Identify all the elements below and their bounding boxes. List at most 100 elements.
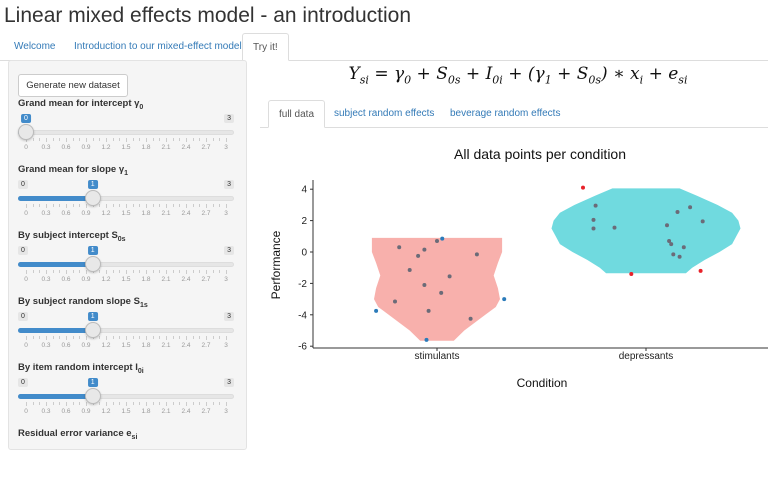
slider-tick: [106, 336, 107, 340]
data-point: [468, 316, 473, 321]
slider-tick: [186, 138, 187, 142]
tab-subject-random-effects[interactable]: subject random effects: [334, 108, 435, 119]
tab-full-data[interactable]: full data: [268, 100, 326, 128]
slider-tick: [139, 402, 141, 405]
slider-handle[interactable]: [84, 256, 101, 272]
slider-tick: [139, 138, 141, 141]
slider-tick: [166, 204, 167, 208]
slider-tick: [146, 270, 147, 274]
slider-max: 3: [224, 114, 234, 123]
slider-tick: [186, 402, 187, 406]
slider-tick: [206, 270, 207, 274]
slider-tick-label: 0.3: [41, 210, 51, 217]
slider-tick-label: 2.7: [201, 408, 211, 415]
slider-tick: [206, 204, 207, 208]
slider-tick-label: 0.3: [41, 144, 51, 151]
x-tick-label: stimulants: [414, 351, 459, 362]
slider-tick: [192, 138, 194, 141]
slider-min: 0: [18, 378, 28, 387]
data-point: [426, 308, 431, 313]
slider-label-text: Residual error variance e: [18, 428, 132, 439]
slider-tick: [139, 336, 141, 339]
formula-subscript: 0s: [588, 73, 602, 87]
slider-tick: [219, 402, 221, 405]
violin-chart: 4 2 0 -2 -4 -6 stimulants depressants Condition P…: [269, 180, 768, 390]
slider-tick-label: 1.8: [141, 276, 151, 283]
slider-tick-label: 2.7: [201, 210, 211, 217]
data-point: [374, 308, 379, 313]
generate-new-dataset-button[interactable]: Generate new dataset: [18, 74, 128, 97]
tab-introduction[interactable]: Introduction to our mixed-effect model: [74, 41, 242, 52]
slider-tick: [66, 204, 67, 208]
slider-tick: [46, 204, 47, 208]
slider-tick: [79, 270, 81, 273]
slider-label-subscript: 1: [124, 169, 129, 177]
slider-label-text: By subject random slope S: [18, 296, 140, 307]
slider-tick: [192, 270, 194, 273]
slider-tick: [99, 138, 101, 141]
slider-handle[interactable]: [84, 322, 101, 338]
formula-term: = γ: [368, 64, 405, 84]
slider-tick: [166, 402, 167, 406]
data-point: [422, 282, 427, 287]
slider-tick: [79, 204, 81, 207]
slider-handle[interactable]: [84, 388, 101, 404]
slider-handle[interactable]: [18, 124, 34, 140]
data-point: [677, 254, 682, 259]
data-point: [698, 268, 703, 273]
main-tabs: Welcome Introduction to our mixed-effect…: [0, 33, 768, 61]
slider-tick: [146, 204, 147, 208]
tab-beverage-random-effects[interactable]: beverage random effects: [450, 108, 561, 119]
formula-subscript: 0i: [492, 73, 503, 87]
tab-welcome[interactable]: Welcome: [14, 41, 56, 52]
slider-max: 3: [224, 246, 234, 255]
slider-fill: [18, 394, 93, 399]
violin-stimulants: [371, 237, 503, 341]
data-point: [407, 268, 412, 273]
slider-tick: [152, 204, 154, 207]
formula-term: + S: [551, 64, 589, 84]
slider-tick: [179, 402, 181, 405]
slider-tick: [106, 270, 107, 274]
slider-tick: [46, 138, 47, 142]
data-point: [675, 209, 680, 214]
data-point: [593, 203, 598, 208]
slider-label-subscript: 0s: [117, 235, 126, 243]
data-point: [416, 253, 421, 258]
slider-tick: [219, 336, 221, 339]
slider-min: 0: [18, 246, 28, 255]
app-title: Linear mixed effects model - an introduc…: [4, 4, 411, 27]
slider-tick: [79, 402, 81, 405]
slider-tick: [226, 402, 227, 406]
slider-tick-label: 0.6: [61, 144, 71, 151]
slider-tick: [126, 270, 127, 274]
slider-tick: [159, 336, 161, 339]
slider-tick: [226, 204, 227, 208]
slider-tick: [39, 204, 41, 207]
slider-tick-label: 2.4: [181, 210, 191, 217]
slider-tick-label: 0.3: [41, 408, 51, 415]
slider-tick: [106, 204, 107, 208]
slider-tick-label: 2.1: [161, 210, 171, 217]
slider-tick: [132, 138, 134, 141]
slider-tick: [132, 204, 134, 207]
slider-tick-label: 1.8: [141, 408, 151, 415]
slider-tick-label: 1.2: [101, 276, 111, 283]
slider-tick-label: 2.1: [161, 144, 171, 151]
slider-tick: [66, 402, 67, 406]
slider-tick: [86, 336, 87, 340]
slider-tick: [212, 336, 214, 339]
slider-tick-label: 1.8: [141, 144, 151, 151]
slider-track[interactable]: [18, 130, 234, 135]
slider-handle[interactable]: [84, 190, 101, 206]
slider-tick-label: 0.6: [61, 408, 71, 415]
slider-tick: [132, 270, 134, 273]
tab-try-it[interactable]: Try it!: [242, 33, 289, 61]
slider-tick-label: 0.9: [81, 210, 91, 217]
slider-tick: [159, 138, 161, 141]
slider-tick: [66, 336, 67, 340]
slider-tick: [146, 402, 147, 406]
slider-tick-label: 2.1: [161, 408, 171, 415]
slider-tick-label: 0.3: [41, 342, 51, 349]
slider-tick: [206, 138, 207, 142]
